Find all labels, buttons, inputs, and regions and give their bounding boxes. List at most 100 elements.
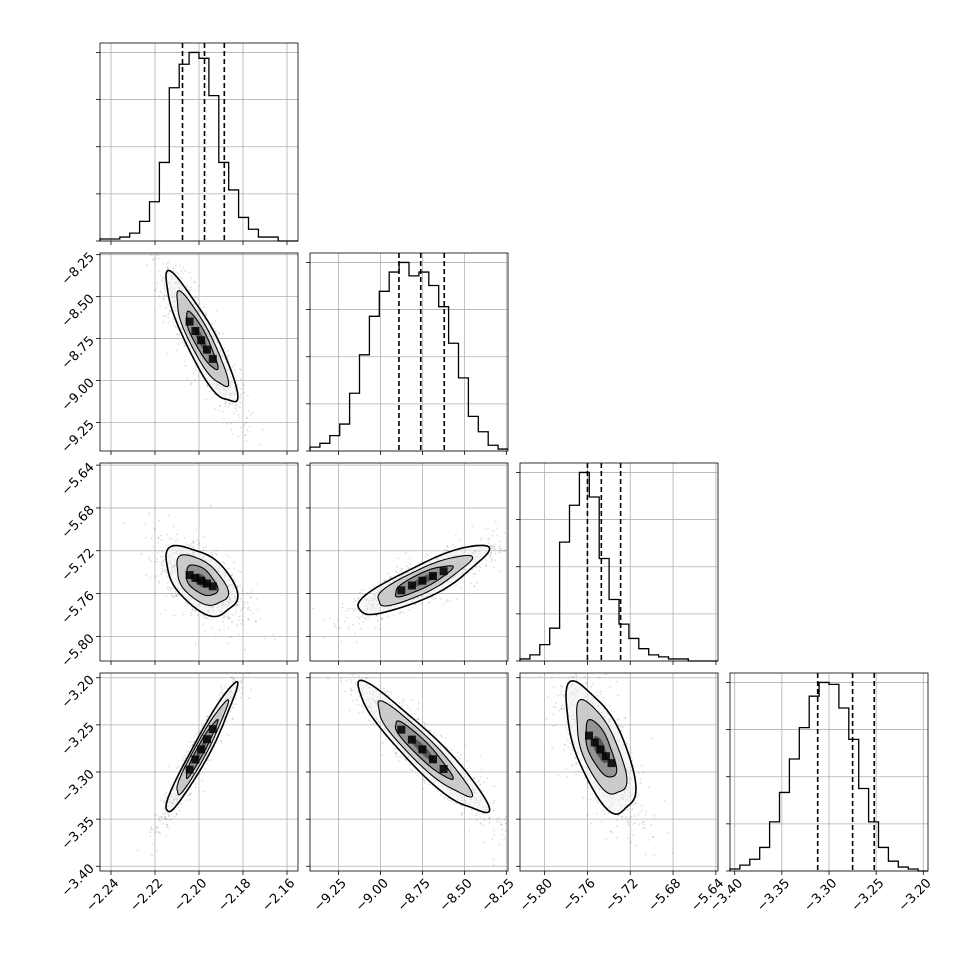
sample-point bbox=[400, 569, 403, 572]
sample-point bbox=[241, 608, 244, 611]
sample-point bbox=[162, 315, 165, 318]
sample-point bbox=[226, 356, 229, 358]
sample-point bbox=[241, 692, 244, 695]
sample-point bbox=[233, 567, 236, 570]
panel-content bbox=[122, 504, 276, 651]
sample-point bbox=[189, 746, 192, 749]
sample-point bbox=[349, 607, 351, 610]
sample-point bbox=[341, 602, 344, 605]
sample-point bbox=[177, 765, 180, 768]
sample-point bbox=[184, 364, 187, 367]
sample-point bbox=[190, 612, 193, 615]
sample-point bbox=[243, 606, 246, 609]
sample-point bbox=[191, 608, 194, 611]
density-cell bbox=[208, 582, 217, 591]
sample-point bbox=[243, 391, 246, 394]
sample-point bbox=[233, 364, 236, 366]
sample-point bbox=[395, 570, 397, 573]
sample-point bbox=[230, 636, 233, 639]
sample-point bbox=[184, 344, 187, 346]
sample-point bbox=[478, 569, 481, 572]
sample-point bbox=[246, 429, 249, 432]
sample-point bbox=[233, 679, 236, 682]
sample-point bbox=[499, 551, 501, 553]
sample-point bbox=[175, 271, 178, 273]
sample-point bbox=[351, 607, 354, 610]
sample-point bbox=[253, 670, 255, 672]
sample-point bbox=[183, 345, 186, 347]
sample-point bbox=[237, 633, 240, 636]
sample-point bbox=[155, 827, 158, 830]
sample-point bbox=[211, 397, 214, 400]
sample-point bbox=[203, 616, 205, 619]
sample-point bbox=[157, 826, 159, 829]
sample-point bbox=[205, 715, 208, 718]
histogram-step bbox=[309, 261, 508, 451]
sample-point bbox=[338, 627, 340, 630]
sample-point bbox=[240, 681, 243, 683]
sample-point bbox=[367, 616, 369, 619]
sample-point bbox=[189, 286, 192, 289]
sample-point bbox=[446, 588, 448, 590]
sample-point bbox=[444, 549, 446, 551]
sample-point bbox=[347, 628, 349, 630]
sample-point bbox=[239, 584, 242, 587]
sample-point bbox=[163, 294, 166, 297]
sample-point bbox=[473, 584, 476, 587]
sample-point bbox=[344, 620, 346, 623]
sample-point bbox=[165, 262, 168, 265]
sample-point bbox=[253, 654, 255, 656]
sample-point bbox=[241, 687, 243, 689]
sample-point bbox=[504, 550, 507, 552]
sample-point bbox=[485, 565, 488, 568]
sample-point bbox=[231, 573, 234, 576]
sample-point bbox=[192, 541, 194, 544]
sample-point bbox=[163, 287, 166, 290]
sample-point bbox=[455, 598, 458, 601]
sample-point bbox=[163, 564, 166, 567]
sample-point bbox=[176, 595, 179, 598]
density-cell bbox=[397, 586, 406, 595]
sample-point bbox=[156, 558, 159, 560]
sample-point bbox=[166, 533, 168, 536]
sample-point bbox=[181, 757, 184, 759]
sample-point bbox=[236, 665, 238, 667]
sample-point bbox=[492, 545, 495, 548]
sample-point bbox=[228, 734, 230, 737]
sample-point bbox=[178, 333, 181, 336]
sample-point bbox=[488, 539, 491, 541]
sample-point bbox=[224, 401, 227, 404]
sample-point bbox=[175, 813, 178, 816]
sample-point bbox=[158, 816, 161, 818]
sample-point bbox=[412, 607, 414, 609]
panel-2-2 bbox=[516, 462, 719, 665]
sample-point bbox=[387, 572, 389, 575]
sample-point bbox=[384, 579, 387, 582]
sample-point bbox=[154, 575, 157, 578]
sample-point bbox=[353, 600, 356, 603]
sample-point bbox=[172, 270, 175, 272]
sample-point bbox=[164, 816, 167, 818]
sample-point bbox=[396, 566, 399, 568]
sample-point bbox=[474, 573, 476, 575]
sample-point bbox=[493, 559, 496, 562]
sample-point bbox=[175, 533, 178, 536]
sample-point bbox=[145, 263, 148, 266]
sample-point bbox=[176, 349, 179, 352]
sample-point bbox=[165, 791, 168, 794]
sample-point bbox=[199, 729, 201, 732]
sample-point bbox=[233, 561, 236, 564]
sample-point bbox=[240, 598, 242, 600]
sample-point bbox=[162, 560, 165, 562]
sample-point bbox=[171, 593, 173, 596]
sample-point bbox=[166, 823, 169, 826]
sample-point bbox=[172, 321, 175, 324]
sample-point bbox=[241, 619, 244, 622]
sample-point bbox=[233, 412, 236, 414]
sample-point bbox=[213, 327, 216, 330]
sample-point bbox=[424, 556, 427, 559]
sample-point bbox=[380, 617, 383, 620]
sample-point bbox=[207, 715, 210, 718]
sample-point bbox=[402, 611, 405, 614]
sample-point bbox=[434, 597, 437, 600]
